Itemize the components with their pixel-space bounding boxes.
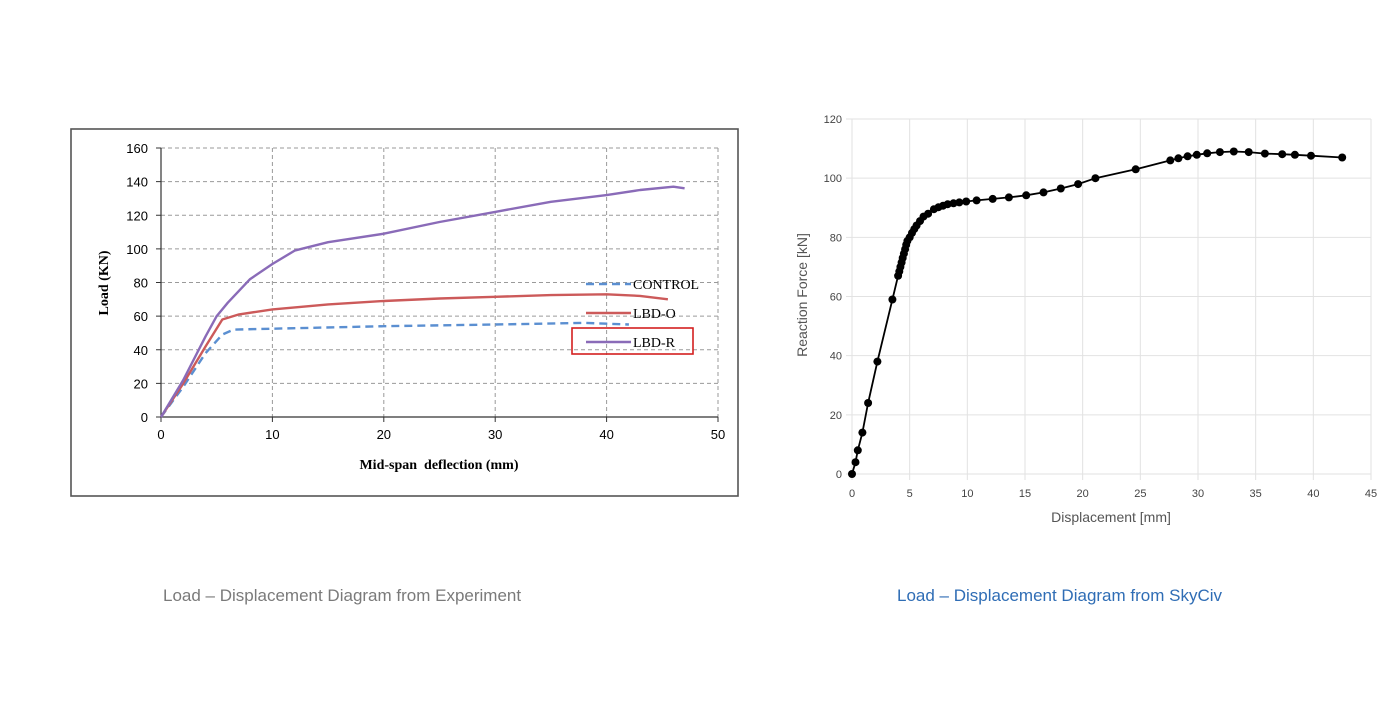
x-tick-label: 0 <box>157 427 164 442</box>
y-tick-label: 100 <box>126 242 148 257</box>
data-point-marker <box>864 399 873 407</box>
data-point-marker <box>858 428 867 437</box>
y-tick-label: 100 <box>824 173 842 185</box>
experiment-caption: Load – Displacement Diagram from Experim… <box>163 586 522 605</box>
data-point-marker <box>955 198 964 207</box>
data-point-marker <box>1215 148 1224 157</box>
series-line-lbd-r <box>159 185 685 418</box>
y-tick-label: 80 <box>830 232 842 244</box>
experiment-axes <box>156 147 719 422</box>
x-tick-label: 10 <box>265 427 279 442</box>
skyciv-grid <box>846 118 1372 480</box>
x-tick-label: 35 <box>1250 488 1262 500</box>
data-point-marker <box>1244 148 1253 157</box>
data-point-marker <box>1278 150 1287 159</box>
data-point-marker <box>1192 150 1201 159</box>
y-tick-label: 0 <box>836 469 842 481</box>
data-point-marker <box>988 194 997 203</box>
series-line-control <box>160 321 629 418</box>
experiment-chart: 0 20 40 60 80 100 120 140 160 0 10 20 30 40 50 CONTROL… <box>70 128 740 498</box>
y-tick-label: 60 <box>134 309 148 324</box>
data-point-marker <box>972 196 981 205</box>
y-tick-label: 20 <box>830 410 842 422</box>
data-point-marker <box>1290 150 1299 159</box>
data-point-marker <box>1166 156 1175 165</box>
series-line-lbd-o <box>160 293 669 418</box>
y-tick-label: 60 <box>830 292 842 304</box>
data-point-marker <box>848 470 856 478</box>
y-tick-label: 120 <box>126 208 148 223</box>
data-point-marker <box>1004 193 1013 202</box>
data-point-marker <box>1174 154 1183 163</box>
y-tick-label: 80 <box>134 276 148 291</box>
experiment-chart-svg: 0 20 40 60 80 100 120 140 160 0 10 20 30 40 50 CONTROL… <box>70 128 739 497</box>
data-point-marker <box>888 295 897 304</box>
x-tick-label: 10 <box>961 488 973 500</box>
y-tick-label: 140 <box>126 175 148 190</box>
data-point-marker <box>1091 174 1100 183</box>
experiment-legend: CONTROL LBD-O LBD-R <box>571 278 699 355</box>
y-tick-label: 40 <box>830 351 842 363</box>
y-tick-label: 20 <box>134 376 148 391</box>
data-point-marker <box>924 209 933 218</box>
y-tick-label: 40 <box>134 343 148 358</box>
x-tick-label: 20 <box>377 427 391 442</box>
x-tick-label: 0 <box>849 488 855 500</box>
x-tick-label: 45 <box>1365 488 1377 500</box>
data-point-marker <box>1039 188 1048 197</box>
x-tick-label: 30 <box>488 427 502 442</box>
skyciv-caption: Load – Displacement Diagram from SkyCiv <box>897 586 1223 605</box>
data-point-marker <box>1056 184 1065 193</box>
skyciv-tick-labels: 0 20 40 60 80 100 120 0 5 10 15 20 25 30 35 40 45 <box>824 114 1377 500</box>
series-line <box>851 150 1343 475</box>
x-tick-label: 20 <box>1077 488 1089 500</box>
experiment-series <box>159 185 685 418</box>
data-point-marker <box>1131 165 1140 174</box>
data-point-marker <box>1203 149 1212 158</box>
data-point-marker <box>1074 180 1083 189</box>
skyciv-series <box>848 147 1347 478</box>
y-tick-label: 160 <box>126 141 148 156</box>
skyciv-x-axis-label: Displacement [mm] <box>1051 509 1171 525</box>
x-tick-label: 40 <box>1307 488 1319 500</box>
data-point-marker <box>1338 153 1347 162</box>
data-point-marker <box>1307 151 1315 160</box>
skyciv-chart: 0 20 40 60 80 100 120 0 5 10 15 20 25 30 35 40 45 Displa… <box>785 105 1385 540</box>
x-tick-label: 25 <box>1134 488 1146 500</box>
data-point-marker <box>1260 149 1269 158</box>
data-point-marker <box>853 446 862 455</box>
data-point-marker <box>873 357 882 366</box>
y-tick-label: 0 <box>141 410 148 425</box>
data-point-marker <box>851 458 860 467</box>
x-tick-label: 15 <box>1019 488 1031 500</box>
legend-label-lbd-r: LBD-R <box>633 336 676 351</box>
x-tick-label: 30 <box>1192 488 1204 500</box>
x-tick-label: 50 <box>711 427 725 442</box>
legend-label-control: CONTROL <box>633 278 699 293</box>
legend-label-lbd-o: LBD-O <box>633 307 676 322</box>
skyciv-chart-svg: 0 20 40 60 80 100 120 0 5 10 15 20 25 30 35 40 45 Displa… <box>794 114 1377 525</box>
experiment-y-axis-label: Load (KN) <box>97 250 112 315</box>
legend-highlight-box <box>571 327 694 355</box>
data-point-marker <box>1022 191 1031 200</box>
x-tick-label: 5 <box>907 488 913 500</box>
data-point-marker <box>962 197 971 206</box>
experiment-x-axis-label: Mid-span deflection (mm) <box>359 458 518 473</box>
experiment-tick-labels: 0 20 40 60 80 100 120 140 160 0 10 20 30 40 50 <box>126 141 725 442</box>
experiment-grid <box>161 147 719 417</box>
data-point-marker <box>1229 147 1238 156</box>
y-tick-label: 120 <box>824 114 842 126</box>
skyciv-y-axis-label: Reaction Force [kN] <box>794 233 810 357</box>
x-tick-label: 40 <box>599 427 613 442</box>
data-point-marker <box>1183 152 1192 161</box>
